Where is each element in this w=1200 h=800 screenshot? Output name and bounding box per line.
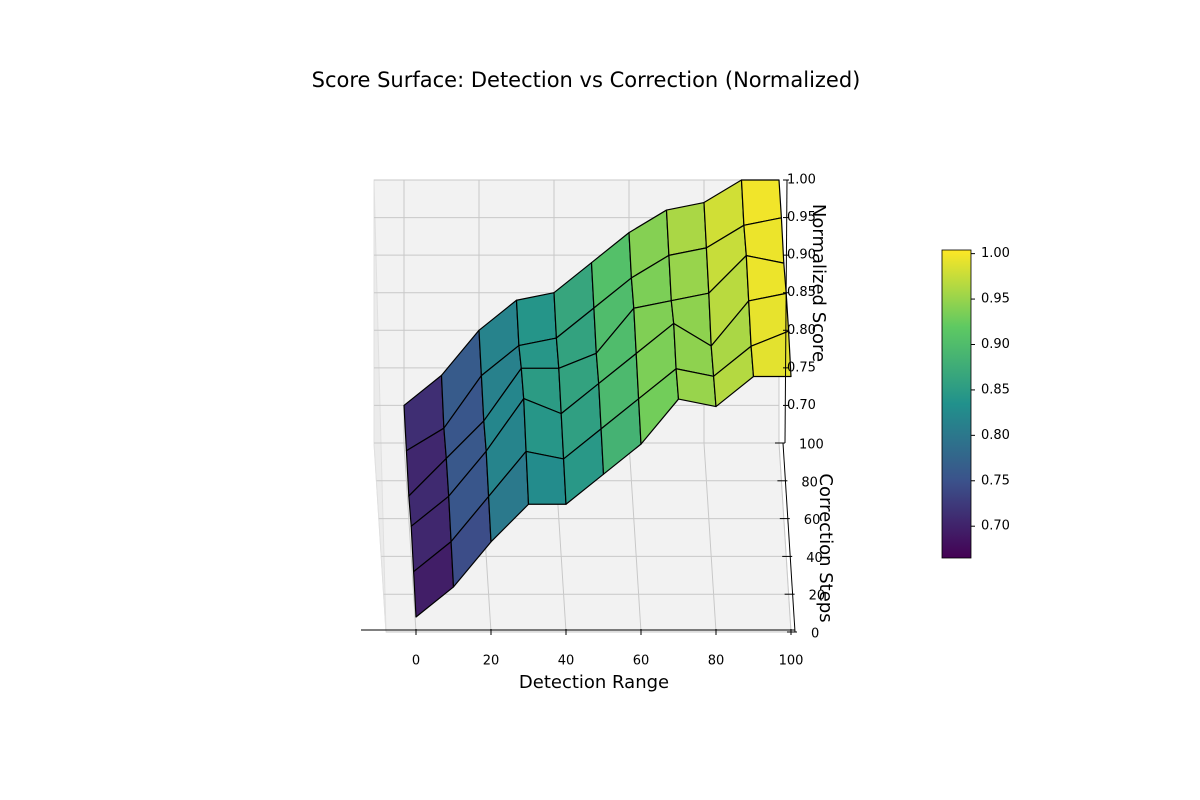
y-axis-label: Correction Steps (815, 473, 836, 622)
z-tick-label: 0.75 (787, 360, 816, 375)
z-tick-label: 0.90 (787, 248, 816, 263)
surface-patch (750, 330, 792, 378)
colorbar (942, 250, 971, 558)
colorbar-tick-label: 1.00 (981, 246, 1010, 261)
y-axis (782, 442, 796, 633)
grid-line (778, 442, 792, 633)
x-tick-label: 0 (412, 654, 420, 669)
colorbar-tick-label: 0.90 (981, 337, 1010, 352)
grid-line (628, 442, 642, 633)
surface-patch (665, 201, 708, 256)
chart-title: Score Surface: Detection vs Correction (… (312, 68, 861, 92)
z-tick-label: 0.80 (787, 323, 816, 338)
y-tick-label: 20 (809, 589, 826, 604)
y-tick-label: 60 (804, 513, 821, 528)
x-tick-label: 100 (779, 654, 804, 669)
grid-line (703, 442, 717, 633)
z-tick-label: 0.70 (787, 398, 816, 413)
grid-line (403, 442, 417, 633)
colorbar-tick-label: 0.95 (981, 292, 1010, 307)
y-tick-label: 0 (811, 627, 819, 642)
x-tick-label: 20 (483, 654, 500, 669)
y-tick-label: 80 (801, 475, 818, 490)
x-axis-label: Detection Range (519, 672, 669, 693)
z-tick-label: 0.95 (787, 210, 816, 225)
z-tick-label: 1.00 (787, 173, 816, 188)
z-tick-label: 0.85 (787, 285, 816, 300)
z-axis (784, 179, 788, 444)
y-tick-label: 40 (806, 551, 823, 566)
colorbar-frame (941, 249, 972, 559)
colorbar-tick-label: 0.85 (981, 382, 1010, 397)
surface-patch (515, 292, 558, 347)
surface-patch (668, 247, 710, 302)
colorbar-tick-label: 0.75 (981, 473, 1010, 488)
x-tick-label: 60 (633, 654, 650, 669)
colorbar-tick-label: 0.80 (981, 428, 1010, 443)
surface-patch (525, 450, 567, 505)
x-tick-label: 80 (708, 654, 725, 669)
x-tick-label: 40 (558, 654, 575, 669)
colorbar-tick-label: 0.70 (981, 519, 1010, 534)
z-axis-label: Normalized Score (808, 204, 829, 362)
y-tick-label: 100 (799, 438, 824, 453)
